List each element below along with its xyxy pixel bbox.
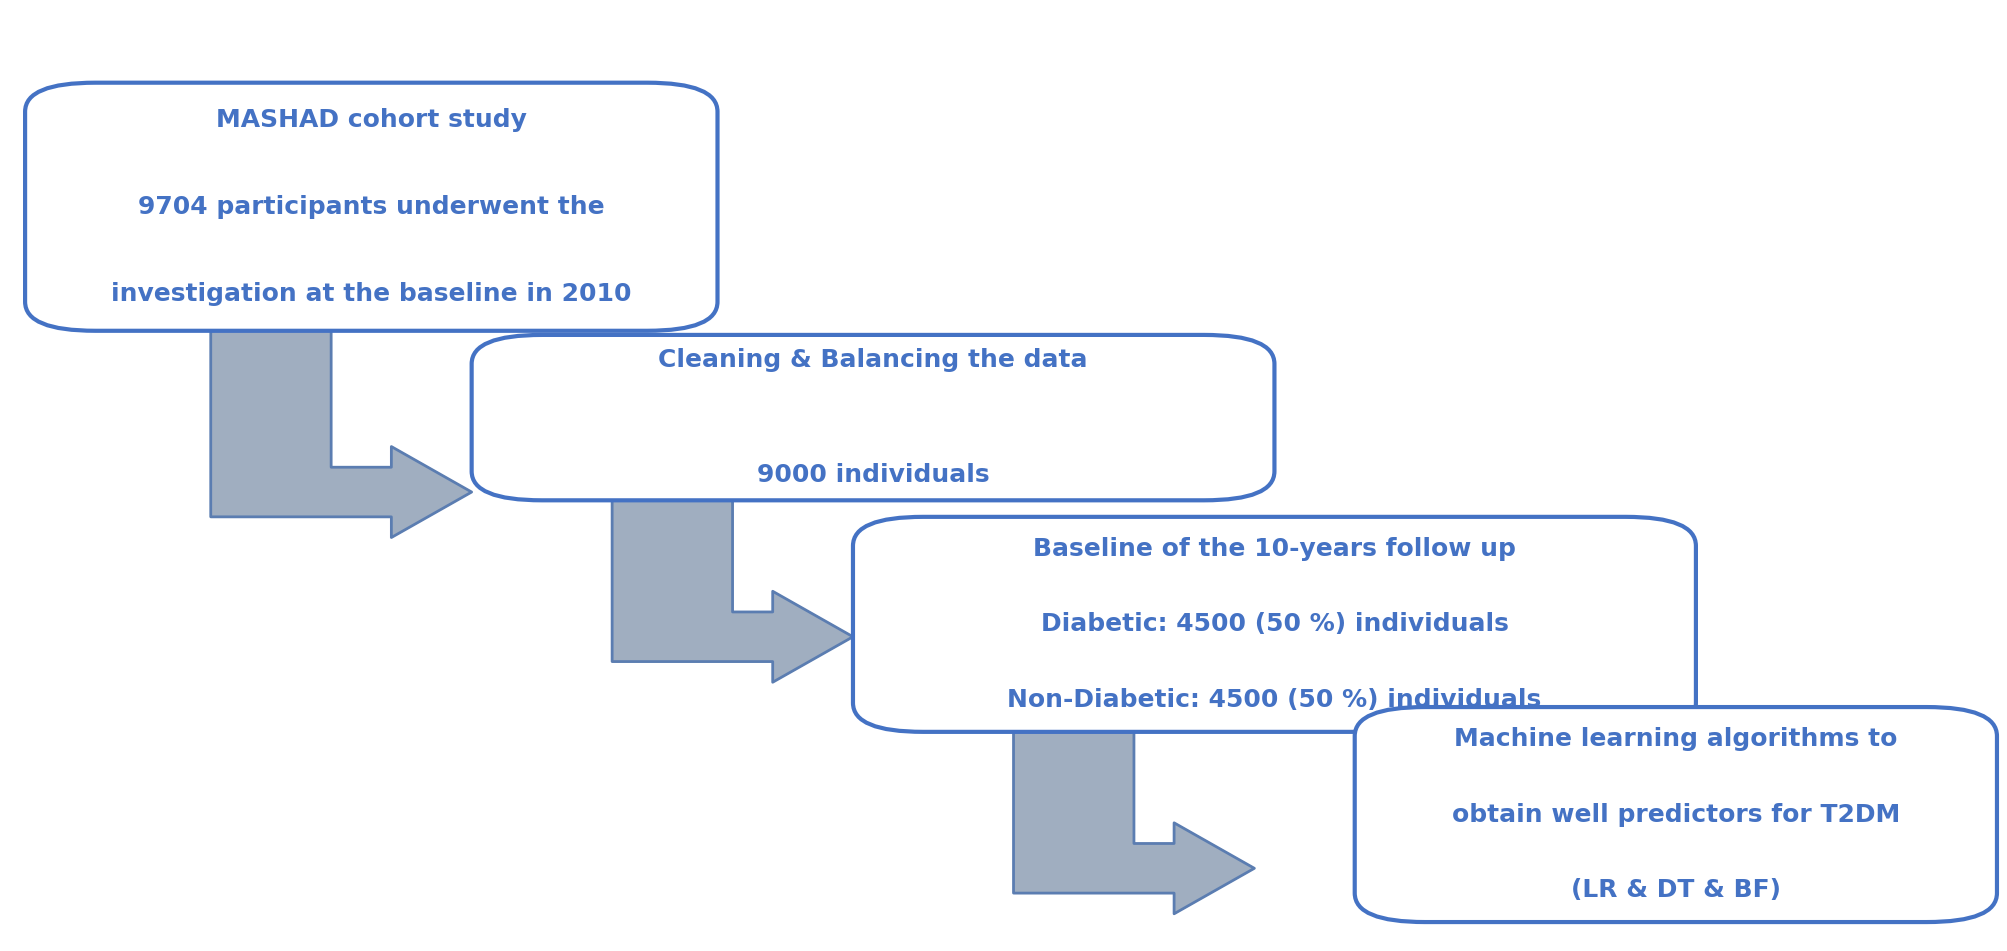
- Text: Baseline of the 10-years follow up: Baseline of the 10-years follow up: [1034, 537, 1515, 561]
- Text: Cleaning & Balancing the data: Cleaning & Balancing the data: [658, 348, 1088, 372]
- FancyBboxPatch shape: [853, 516, 1696, 732]
- Text: MASHAD cohort study: MASHAD cohort study: [217, 107, 526, 132]
- Text: 9000 individuals: 9000 individuals: [757, 463, 989, 488]
- Polygon shape: [612, 500, 853, 682]
- Text: Machine learning algorithms to: Machine learning algorithms to: [1455, 728, 1897, 751]
- Polygon shape: [211, 331, 472, 537]
- Text: 9704 participants underwent the: 9704 participants underwent the: [138, 195, 604, 219]
- Text: investigation at the baseline in 2010: investigation at the baseline in 2010: [110, 281, 632, 305]
- Text: Non-Diabetic: 4500 (50 %) individuals: Non-Diabetic: 4500 (50 %) individuals: [1008, 688, 1541, 711]
- Text: Diabetic: 4500 (50 %) individuals: Diabetic: 4500 (50 %) individuals: [1040, 612, 1509, 636]
- FancyBboxPatch shape: [26, 83, 716, 331]
- Polygon shape: [1014, 732, 1254, 914]
- FancyBboxPatch shape: [472, 335, 1274, 500]
- Text: obtain well predictors for T2DM: obtain well predictors for T2DM: [1451, 803, 1901, 826]
- Text: (LR & DT & BF): (LR & DT & BF): [1571, 878, 1780, 902]
- FancyBboxPatch shape: [1355, 707, 1997, 922]
